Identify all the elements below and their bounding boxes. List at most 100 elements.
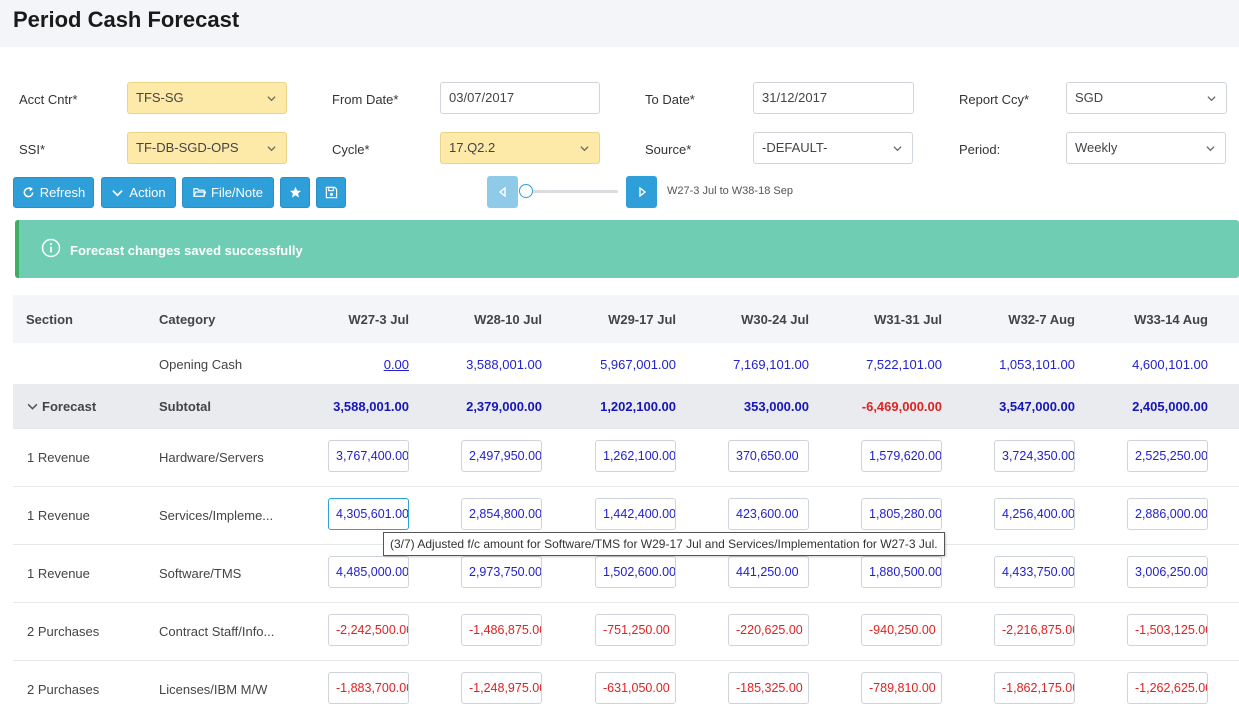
row-category: Licenses/IBM M/W [159, 682, 268, 697]
forecast-amount-input[interactable]: -940,250.00 [861, 614, 942, 646]
forecast-amount-input[interactable]: 441,250.00 [728, 556, 809, 588]
ssi-label: SSI* [19, 142, 46, 157]
forecast-amount-input[interactable]: 4,305,601.00 [328, 498, 409, 530]
row-category: Services/Impleme... [159, 508, 274, 523]
source-select[interactable]: -DEFAULT- [753, 132, 913, 164]
forecast-amount-input[interactable]: 2,525,250.00 [1127, 440, 1208, 472]
tooltip: (3/7) Adjusted f/c amount for Software/T… [383, 532, 945, 556]
chevron-down-icon [267, 146, 276, 152]
ssi-value: TF-DB-SGD-OPS [136, 140, 239, 155]
opening-cash-value: 7,522,101.00 [866, 357, 942, 372]
forecast-amount-input[interactable]: -1,486,875.00 [461, 614, 542, 646]
forecast-amount-input[interactable]: 3,006,250.00 [1127, 556, 1208, 588]
period-slider-track[interactable] [523, 190, 618, 193]
week-header: W32-7 Aug [1008, 312, 1075, 327]
forecast-amount-input[interactable]: 2,854,800.00 [461, 498, 542, 530]
chevron-down-icon [27, 403, 38, 410]
opening-cash-value: 5,967,001.00 [600, 357, 676, 372]
week-header: W30-24 Jul [741, 312, 809, 327]
forecast-amount-input[interactable]: 1,262,100.00 [595, 440, 676, 472]
forecast-amount-input[interactable]: -789,810.00 [861, 672, 942, 704]
row-category: Contract Staff/Info... [159, 624, 275, 639]
chevron-down-icon [580, 146, 589, 152]
forecast-amount-input[interactable]: -1,503,125.00 [1127, 614, 1208, 646]
action-button[interactable]: Action [101, 177, 176, 208]
forecast-amount-input[interactable]: -1,248,975.00 [461, 672, 542, 704]
chevron-down-icon [112, 190, 124, 197]
opening-cash-value: 4,600,101.00 [1132, 357, 1208, 372]
forecast-amount-input[interactable]: 1,442,400.00 [595, 498, 676, 530]
report-ccy-select[interactable]: SGD [1066, 82, 1227, 114]
forecast-section-label: Forecast [42, 399, 97, 414]
forecast-amount-input[interactable]: -2,216,875.00 [994, 614, 1075, 646]
forecast-amount-input[interactable]: 4,485,000.00 [328, 556, 409, 588]
opening-cash-value: 1,053,101.00 [999, 357, 1075, 372]
subtotal-value: 2,405,000.00 [1132, 399, 1208, 414]
acct-cntr-select[interactable]: TFS-SG [127, 82, 287, 114]
subtotal-value: 2,379,000.00 [466, 399, 542, 414]
forecast-amount-input[interactable]: 3,724,350.00 [994, 440, 1075, 472]
forecast-amount-input[interactable]: 2,497,950.00 [461, 440, 542, 472]
period-select[interactable]: Weekly [1066, 132, 1226, 164]
acct-cntr-label: Acct Cntr* [19, 92, 78, 107]
forecast-amount-input[interactable]: -1,262,625.00 [1127, 672, 1208, 704]
row-divider [13, 602, 1239, 603]
report-ccy-value: SGD [1075, 90, 1104, 105]
forecast-amount-input[interactable]: 4,433,750.00 [994, 556, 1075, 588]
triangle-right-icon [638, 187, 646, 197]
week-header: W29-17 Jul [608, 312, 676, 327]
file-note-button[interactable]: File/Note [182, 177, 274, 208]
prev-period-button[interactable] [487, 176, 518, 208]
period-slider-handle[interactable] [519, 184, 533, 198]
next-period-button[interactable] [626, 176, 657, 208]
forecast-amount-input[interactable]: -220,625.00 [728, 614, 809, 646]
to-date-label: To Date* [645, 92, 695, 107]
opening-cash-value: 3,588,001.00 [466, 357, 542, 372]
folder-open-icon [193, 188, 206, 197]
forecast-amount-input[interactable]: 370,650.00 [728, 440, 809, 472]
section-header: Section [26, 312, 73, 327]
forecast-amount-input[interactable]: 1,579,620.00 [861, 440, 942, 472]
forecast-section-toggle[interactable]: Forecast [27, 399, 96, 414]
forecast-amount-input[interactable]: -2,242,500.00 [328, 614, 409, 646]
from-date-label: From Date* [332, 92, 399, 107]
week-header: W33-14 Aug [1134, 312, 1208, 327]
opening-cash-link[interactable]: 0.00 [383, 357, 409, 372]
forecast-amount-input[interactable]: -1,862,175.00 [994, 672, 1075, 704]
star-icon [289, 186, 301, 198]
refresh-icon [23, 186, 34, 198]
subtotal-label: Subtotal [159, 399, 211, 414]
source-value: -DEFAULT- [762, 140, 828, 155]
favorite-button[interactable] [280, 177, 310, 208]
forecast-amount-input[interactable]: -751,250.00 [595, 614, 676, 646]
to-date-input[interactable]: 31/12/2017 [753, 82, 914, 114]
forecast-amount-input[interactable]: 3,767,400.00 [328, 440, 409, 472]
forecast-amount-input[interactable]: 2,886,000.00 [1127, 498, 1208, 530]
forecast-amount-input[interactable]: 2,973,750.00 [461, 556, 542, 588]
forecast-amount-input[interactable]: 1,805,280.00 [861, 498, 942, 530]
row-section: 2 Purchases [27, 682, 100, 697]
report-ccy-label: Report Ccy* [959, 92, 1030, 107]
forecast-amount-input[interactable]: -631,050.00 [595, 672, 676, 704]
opening-cash-label: Opening Cash [159, 357, 243, 372]
row-section: 1 Revenue [27, 450, 90, 465]
save-icon [325, 186, 337, 199]
forecast-amount-input[interactable]: 1,502,600.00 [595, 556, 676, 588]
cycle-select[interactable]: 17.Q2.2 [440, 132, 600, 164]
period-label: Period: [959, 142, 1001, 157]
forecast-amount-input[interactable]: 1,880,500.00 [861, 556, 942, 588]
from-date-input[interactable]: 03/07/2017 [440, 82, 600, 114]
forecast-amount-input[interactable]: 4,256,400.00 [994, 498, 1075, 530]
source-label: Source* [645, 142, 692, 157]
cycle-label: Cycle* [332, 142, 370, 157]
refresh-button[interactable]: Refresh [13, 177, 94, 208]
forecast-amount-input[interactable]: 423,600.00 [728, 498, 809, 530]
period-value: Weekly [1075, 140, 1118, 155]
file-note-label: File/Note [210, 185, 264, 200]
week-header: W31-31 Jul [874, 312, 942, 327]
forecast-amount-input[interactable]: -1,883,700.00 [328, 672, 409, 704]
save-button[interactable] [316, 177, 346, 208]
ssi-select[interactable]: TF-DB-SGD-OPS [127, 132, 287, 164]
acct-cntr-value: TFS-SG [136, 90, 184, 105]
forecast-amount-input[interactable]: -185,325.00 [728, 672, 809, 704]
